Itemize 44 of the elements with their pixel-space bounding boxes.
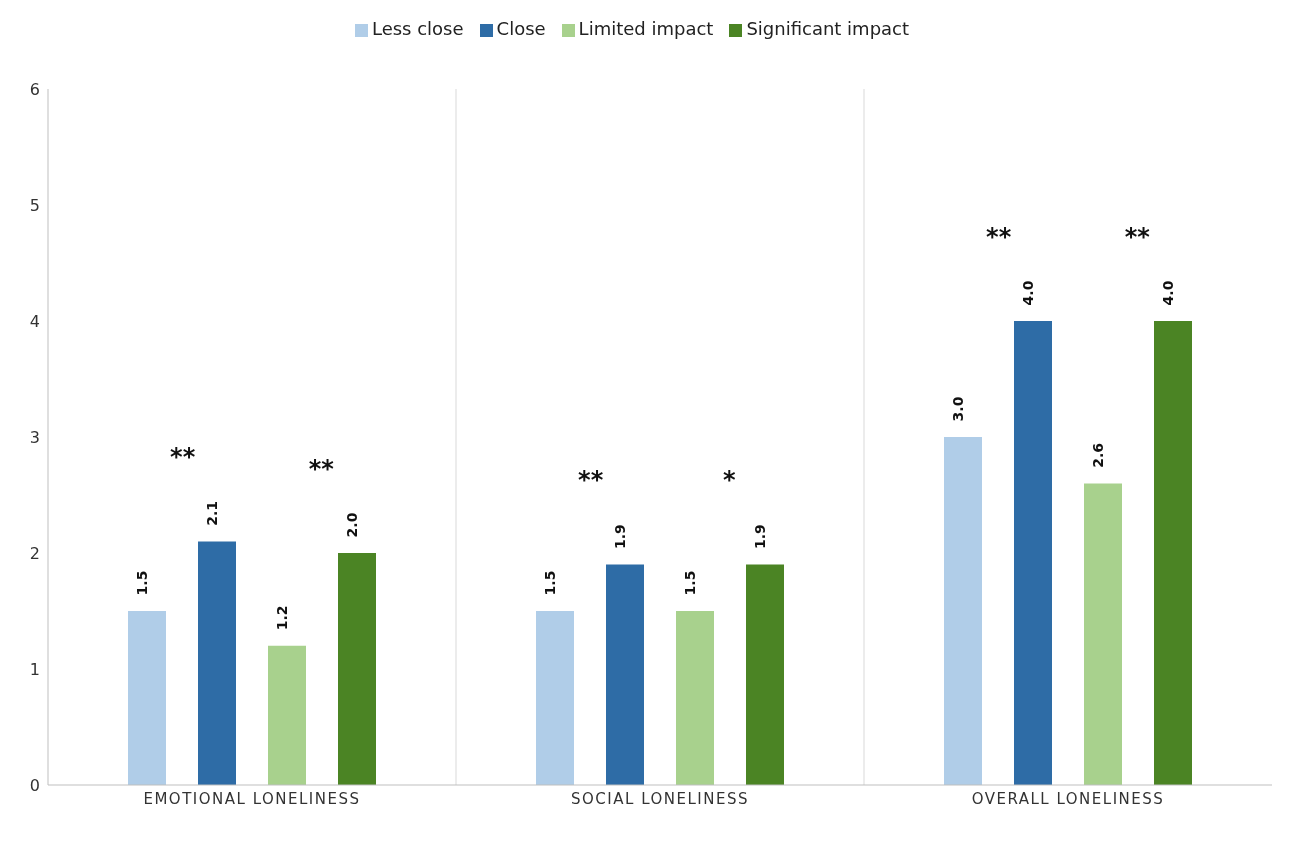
annotation: ** (986, 222, 1012, 251)
data-label: 4.0 (1160, 280, 1176, 306)
legend-label: Close (496, 18, 546, 39)
x-tick-label: SOCIAL LONELINESS (571, 789, 749, 808)
data-label: 1.5 (682, 570, 698, 596)
y-tick-label: 4 (29, 311, 40, 331)
y-tick-label: 2 (29, 543, 40, 563)
data-label: 1.5 (542, 570, 558, 596)
annotation: ** (578, 466, 604, 495)
bar (944, 437, 982, 785)
bar (1014, 321, 1052, 785)
bar (1084, 483, 1122, 785)
bar (198, 541, 236, 785)
data-label: 2.6 (1090, 442, 1106, 468)
bar (676, 611, 714, 785)
annotation: ** (170, 442, 196, 471)
bar (1154, 321, 1192, 785)
x-tick-label: OVERALL LONELINESS (971, 789, 1165, 808)
bar (606, 564, 644, 785)
data-label: 2.0 (344, 512, 360, 538)
data-label: 2.1 (204, 500, 220, 526)
bar (128, 611, 166, 785)
y-tick-label: 6 (29, 79, 40, 99)
y-tick-label: 5 (29, 195, 40, 215)
y-tick-label: 0 (29, 775, 40, 795)
annotation: ** (1124, 222, 1151, 251)
data-label: 1.2 (274, 605, 290, 631)
legend-label: Limited impact (578, 18, 714, 39)
y-tick-label: 1 (29, 659, 40, 679)
legend-label: Less close (371, 18, 464, 39)
annotation: * (723, 466, 737, 495)
data-label: 3.0 (950, 396, 966, 422)
legend-label: Significant impact (746, 18, 910, 39)
data-label: 1.9 (752, 524, 768, 550)
bar (338, 553, 376, 785)
data-label: 4.0 (1020, 280, 1036, 306)
bar (536, 611, 574, 785)
x-tick-label: EMOTIONAL LONELINESS (143, 789, 361, 808)
bar (268, 645, 306, 785)
bar (746, 564, 784, 785)
data-label: 1.5 (134, 570, 150, 596)
data-label: 1.9 (612, 524, 628, 550)
annotation: ** (308, 454, 335, 483)
y-tick-label: 3 (29, 427, 40, 447)
